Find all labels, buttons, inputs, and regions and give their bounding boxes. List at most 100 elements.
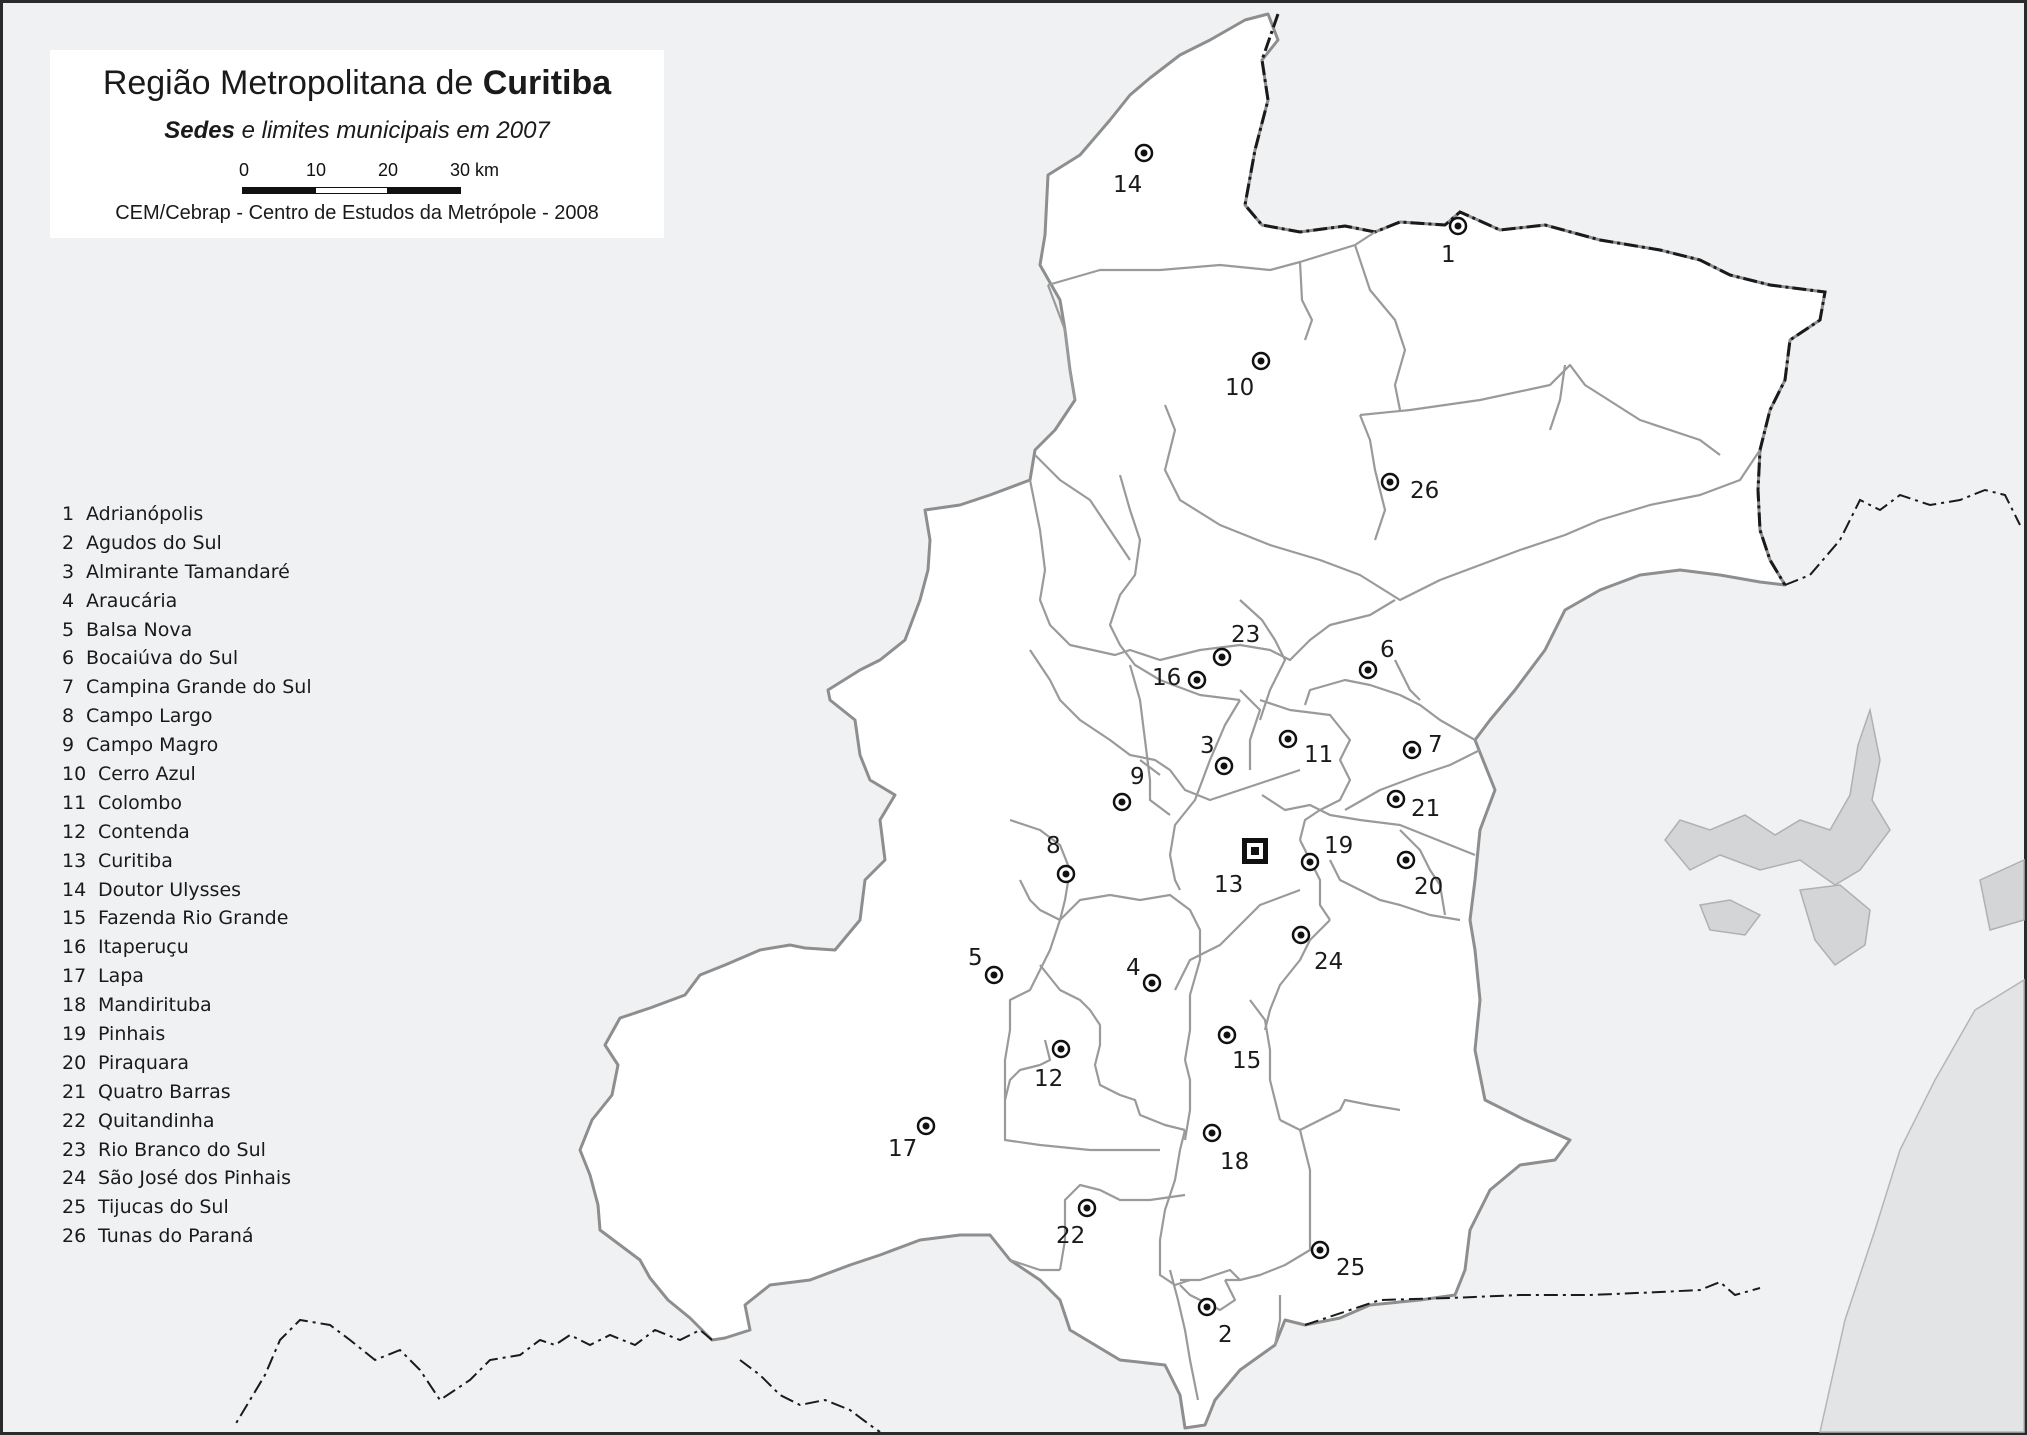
map-credit: CEM/Cebrap - Centro de Estudos da Metróp…: [115, 202, 599, 224]
seat-marker-25: [1310, 1240, 1330, 1260]
subtitle-rest: e limites municipais em 2007: [241, 117, 550, 144]
seat-marker-14: [1134, 143, 1154, 163]
map-label-25: 25: [1336, 1255, 1365, 1281]
legend-item: 4 Araucária: [62, 589, 178, 612]
seat-marker-8: [1056, 864, 1076, 884]
legend-item: 14 Doutor Ulysses: [62, 878, 242, 901]
legend-item: 26 Tunas do Paraná: [62, 1225, 254, 1248]
seat-marker-1: [1448, 216, 1468, 236]
seat-marker-26: [1380, 472, 1400, 492]
map-label-5: 5: [968, 945, 983, 971]
seat-marker-16: [1187, 670, 1207, 690]
bay-water: [1664, 707, 2025, 967]
seat-marker-24: [1291, 925, 1311, 945]
legend-item: 15 Fazenda Rio Grande: [62, 907, 289, 930]
legend-item: 9 Campo Magro: [62, 734, 219, 757]
subtitle-bold: Sedes: [164, 117, 235, 144]
state-border-south: [1304, 1280, 1761, 1326]
map-title: Região Metropolitana de Curitiba: [50, 64, 664, 103]
legend-item: 20 Piraquara: [62, 1051, 189, 1074]
map-label-6: 6: [1380, 637, 1395, 663]
legend-item: 3 Almirante Tamandaré: [62, 560, 290, 583]
legend-item: 11 Colombo: [62, 791, 182, 814]
state-border-southwest: [234, 1318, 881, 1433]
seat-marker-23: [1212, 647, 1232, 667]
seat-marker-2: [1197, 1297, 1217, 1317]
legend-item: 23 Rio Branco do Sul: [62, 1138, 266, 1161]
title-prefix: Região Metropolitana de: [102, 64, 474, 102]
map-subtitle: Sedes e limites municipais em 2007: [50, 117, 664, 145]
legend-item: 24 São José dos Pinhais: [62, 1167, 292, 1190]
legend-item: 1 Adrianópolis: [62, 503, 204, 525]
scale-tick-10: 10: [306, 160, 327, 180]
scale-tick-20: 20: [378, 160, 399, 180]
seat-marker-6: [1358, 660, 1378, 680]
seat-labels: 1 2 3 4 5 6 7 8 9 10 11 12 13 14 15 16 1…: [888, 172, 1456, 1348]
legend-item: 18 Mandirituba: [62, 994, 212, 1017]
scale-bar: 0 10 20 30 km: [239, 160, 580, 200]
map-label-17: 17: [888, 1136, 917, 1162]
legend-item: 16 Itaperuçu: [62, 936, 189, 959]
legend-item: 10 Cerro Azul: [62, 763, 196, 786]
ocean-area: [1819, 978, 2025, 1433]
seat-marker-11: [1278, 729, 1298, 749]
seat-marker-19: [1300, 852, 1320, 872]
map-label-4: 4: [1126, 955, 1141, 981]
state-border-north: [1243, 13, 1827, 586]
scale-tick-0: 0: [239, 160, 250, 180]
scale-tick-30: 30: [450, 160, 471, 180]
legend-item: 7 Campina Grande do Sul: [62, 676, 312, 699]
map-label-7: 7: [1428, 732, 1443, 758]
seat-marker-20: [1396, 850, 1416, 870]
seat-marker-12: [1051, 1039, 1071, 1059]
legend-item: 21 Quatro Barras: [62, 1080, 231, 1103]
seat-marker-18: [1202, 1123, 1222, 1143]
scale-segment-3: [388, 187, 461, 194]
legend-item: 22 Quitandinha: [62, 1109, 215, 1132]
seat-marker-17: [916, 1116, 936, 1136]
map-label-22: 22: [1056, 1223, 1085, 1249]
map-label-26: 26: [1410, 478, 1439, 504]
seat-marker-21: [1386, 789, 1406, 809]
title-city: Curitiba: [482, 64, 612, 102]
legend-item: 17 Lapa: [62, 965, 144, 988]
map-label-23: 23: [1231, 622, 1260, 648]
state-border-east: [1784, 488, 2021, 586]
map-label-20: 20: [1414, 874, 1443, 900]
legend-item: 8 Campo Largo: [62, 705, 213, 728]
legend-item: 19 Pinhais: [62, 1023, 166, 1046]
map-title-box: Região Metropolitana de Curitiba Sedes e…: [50, 50, 664, 238]
map-label-8: 8: [1046, 833, 1061, 859]
map-label-3: 3: [1200, 733, 1215, 759]
scale-segment-1: [242, 187, 315, 194]
legend-item: 13 Curitiba: [62, 849, 173, 872]
map-label-1: 1: [1441, 242, 1456, 268]
map-label-24: 24: [1314, 949, 1343, 975]
legend-item: 2 Agudos do Sul: [62, 531, 222, 554]
map-label-2: 2: [1218, 1322, 1233, 1348]
seat-marker-10: [1251, 351, 1271, 371]
seat-marker-5: [984, 965, 1004, 985]
map-label-9: 9: [1130, 764, 1145, 790]
seat-marker-7: [1402, 740, 1422, 760]
legend-item: 5 Balsa Nova: [62, 618, 193, 641]
seat-marker-3: [1214, 756, 1234, 776]
map-label-14: 14: [1113, 172, 1142, 198]
municipal-seats: [916, 143, 1468, 1317]
scale-unit: km: [475, 160, 499, 180]
region-outline: [578, 12, 1827, 1430]
legend-item: 25 Tijucas do Sul: [62, 1196, 229, 1219]
seat-marker-15: [1217, 1025, 1237, 1045]
seat-marker-9: [1112, 792, 1132, 812]
municipality-legend: 1 Adrianópolis 2 Agudos do Sul 3 Almirante …: [62, 500, 312, 1251]
seat-marker-22: [1077, 1198, 1097, 1218]
seat-marker-13-capital: [1242, 838, 1268, 864]
map-label-16: 16: [1152, 665, 1181, 691]
seat-marker-4: [1142, 973, 1162, 993]
map-label-15: 15: [1232, 1048, 1261, 1074]
map-label-10: 10: [1225, 375, 1254, 401]
map-label-18: 18: [1220, 1149, 1249, 1175]
scale-segment-2: [315, 187, 388, 194]
